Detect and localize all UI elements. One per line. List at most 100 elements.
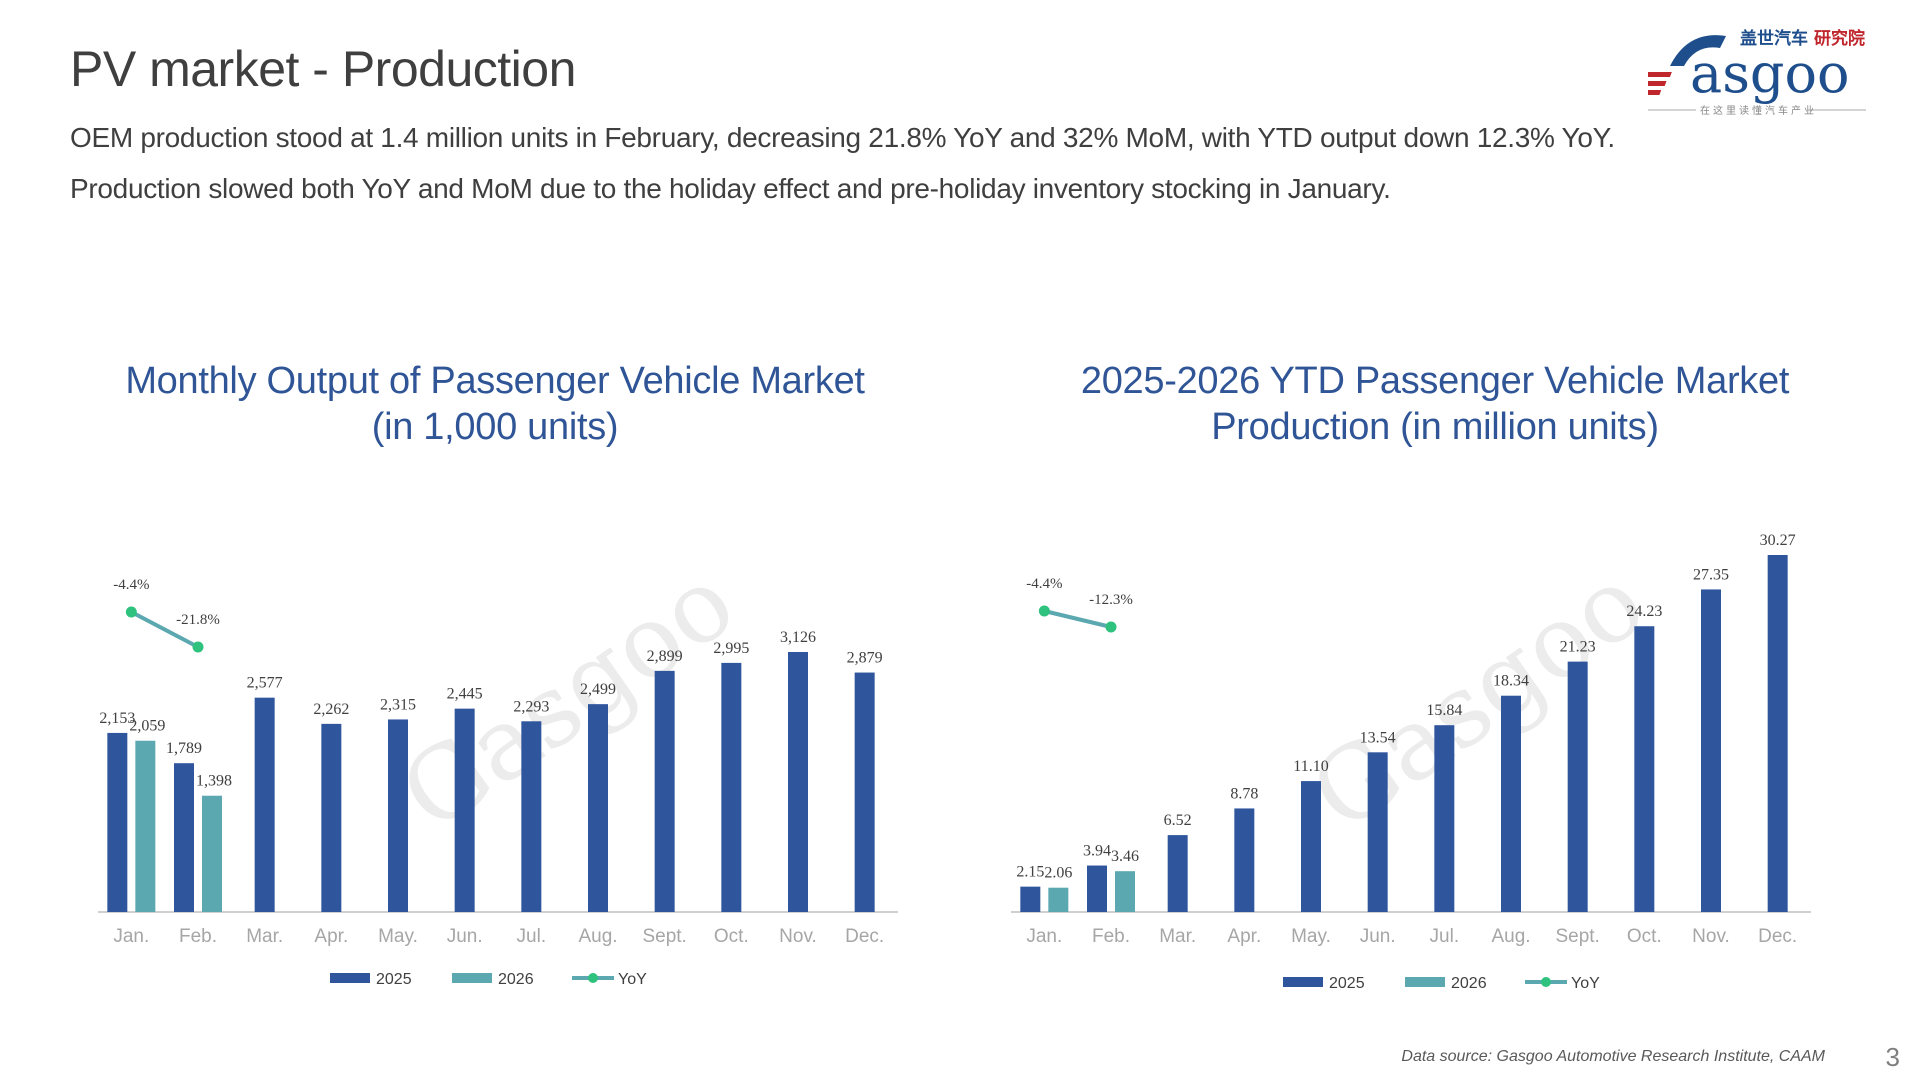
x-tick-label: Feb. <box>1092 926 1130 947</box>
data-label-2026: 2.06 <box>1044 865 1072 882</box>
data-label-2025: 27.35 <box>1693 566 1729 583</box>
x-tick-label: May. <box>1291 926 1331 947</box>
yoy-marker <box>192 641 204 653</box>
data-label-2025: 2,315 <box>380 696 416 713</box>
legend-label-yoy: YoY <box>618 971 647 988</box>
bar-2025 <box>1501 695 1521 912</box>
page-number: 3 <box>1885 1042 1900 1072</box>
bar-2026 <box>135 740 156 912</box>
data-label-2026: 1,398 <box>196 773 232 790</box>
x-tick-label: Oct. <box>714 926 749 947</box>
yoy-line <box>130 610 199 649</box>
data-label-2025: 2,899 <box>647 648 683 665</box>
x-tick-label: Mar. <box>1159 926 1196 947</box>
x-tick-label: Jun. <box>1360 926 1396 947</box>
bar-2025 <box>788 652 808 912</box>
x-tick-label: Oct. <box>1627 926 1662 947</box>
legend-swatch-yoy-marker <box>1541 977 1551 987</box>
chart-title-line: (in 1,000 units) <box>371 406 619 448</box>
bar-2025 <box>854 672 875 912</box>
bar-2025 <box>1087 865 1107 912</box>
legend-label-2026: 2026 <box>1451 975 1487 992</box>
bar-2025 <box>1434 725 1455 912</box>
bar-2025 <box>521 721 542 912</box>
data-label-2025: 2,499 <box>580 681 616 698</box>
data-label-2025: 6.52 <box>1164 812 1192 829</box>
bar-2025 <box>254 697 275 912</box>
chart-title-monthly-output: Monthly Output of Passenger Vehicle Mark… <box>60 358 930 450</box>
x-tick-label: Dec. <box>845 926 884 947</box>
yoy-marker <box>1105 621 1117 633</box>
data-label-2025: 2.15 <box>1016 864 1044 881</box>
data-label-2025: 30.27 <box>1760 532 1796 549</box>
data-label-2025: 2,262 <box>313 701 349 718</box>
logo-tagline: 在这里读懂汽车产业 <box>1700 104 1817 117</box>
data-label-2025: 15.84 <box>1426 702 1462 719</box>
data-label-2026: 2,059 <box>129 718 165 735</box>
bar-2025 <box>1020 886 1041 912</box>
x-tick-label: Jul. <box>517 926 547 947</box>
bar-2025 <box>174 763 194 912</box>
bar-2025 <box>1367 752 1388 912</box>
x-tick-label: Feb. <box>179 926 217 947</box>
bar-2025 <box>388 719 408 912</box>
legend-label-2025: 2025 <box>376 971 412 988</box>
data-label-2025: 3,126 <box>780 629 816 646</box>
yoy-marker <box>125 606 137 618</box>
yoy-line <box>1043 609 1112 629</box>
legend-label-yoy: YoY <box>1571 975 1600 992</box>
data-label-2025: 2,153 <box>99 710 135 727</box>
x-tick-label: Dec. <box>1758 926 1797 947</box>
legend-swatch-2026 <box>452 973 492 983</box>
bar-2025 <box>588 704 608 912</box>
x-tick-label: Jun. <box>447 926 483 947</box>
chart-title-line: 2025-2026 YTD Passenger Vehicle Market <box>1080 360 1790 402</box>
chart-title-line: Production (in million units) <box>1211 406 1659 448</box>
logo-brand: asgoo <box>1690 42 1850 105</box>
yoy-label: -4.4% <box>113 577 149 593</box>
data-label-2025: 24.23 <box>1626 603 1662 620</box>
summary-line-2: Production slowed both YoY and MoM due t… <box>70 173 1391 204</box>
logo-cn-name: 盖世汽车 <box>1740 28 1808 49</box>
summary-text: OEM production stood at 1.4 million unit… <box>70 112 1770 214</box>
data-label-2025: 2,445 <box>447 686 483 703</box>
data-label-2025: 21.23 <box>1560 639 1596 656</box>
legend-swatch-yoy-marker <box>588 973 598 983</box>
bar-2025 <box>1701 589 1721 912</box>
bar-2025 <box>721 662 742 912</box>
bar-2025 <box>321 723 342 912</box>
legend-swatch-2025 <box>330 973 370 983</box>
data-label-2025: 2,577 <box>247 675 283 692</box>
x-tick-label: May. <box>378 926 418 947</box>
bar-2025 <box>1767 555 1788 912</box>
data-label-2025: 2,293 <box>513 698 549 715</box>
legend-label-2025: 2025 <box>1329 975 1365 992</box>
bar-2025 <box>1234 808 1255 912</box>
x-tick-label: Nov. <box>779 926 817 947</box>
chart-title-ytd-production: 2025-2026 YTD Passenger Vehicle Market P… <box>1000 358 1870 450</box>
x-tick-label: Sept. <box>642 926 686 947</box>
data-label-2025: 13.54 <box>1360 729 1396 746</box>
data-label-2026: 3.46 <box>1111 848 1139 865</box>
data-label-2025: 2,995 <box>713 640 749 657</box>
x-tick-label: Mar. <box>246 926 283 947</box>
yoy-marker <box>1038 605 1050 617</box>
bar-2026 <box>1115 871 1135 912</box>
summary-line-1: OEM production stood at 1.4 million unit… <box>70 122 1615 153</box>
bar-2025 <box>454 708 475 912</box>
legend-label-2026: 2026 <box>498 971 534 988</box>
logo-cn-red: 研究院 <box>1814 28 1865 49</box>
yoy-label: -4.4% <box>1026 576 1062 592</box>
x-tick-label: Apr. <box>1227 926 1261 947</box>
bar-2025 <box>1567 661 1588 912</box>
data-label-2025: 18.34 <box>1493 673 1529 690</box>
data-label-2025: 1,789 <box>166 740 202 757</box>
data-source-note: Data source: Gasgoo Automotive Research … <box>1401 1048 1825 1065</box>
data-label-2025: 11.10 <box>1293 758 1328 775</box>
x-tick-label: Apr. <box>314 926 348 947</box>
bar-2025 <box>107 732 128 912</box>
data-label-2025: 3.94 <box>1083 843 1111 860</box>
chart-title-line: Monthly Output of Passenger Vehicle Mark… <box>125 360 865 402</box>
x-tick-label: Aug. <box>578 926 617 947</box>
